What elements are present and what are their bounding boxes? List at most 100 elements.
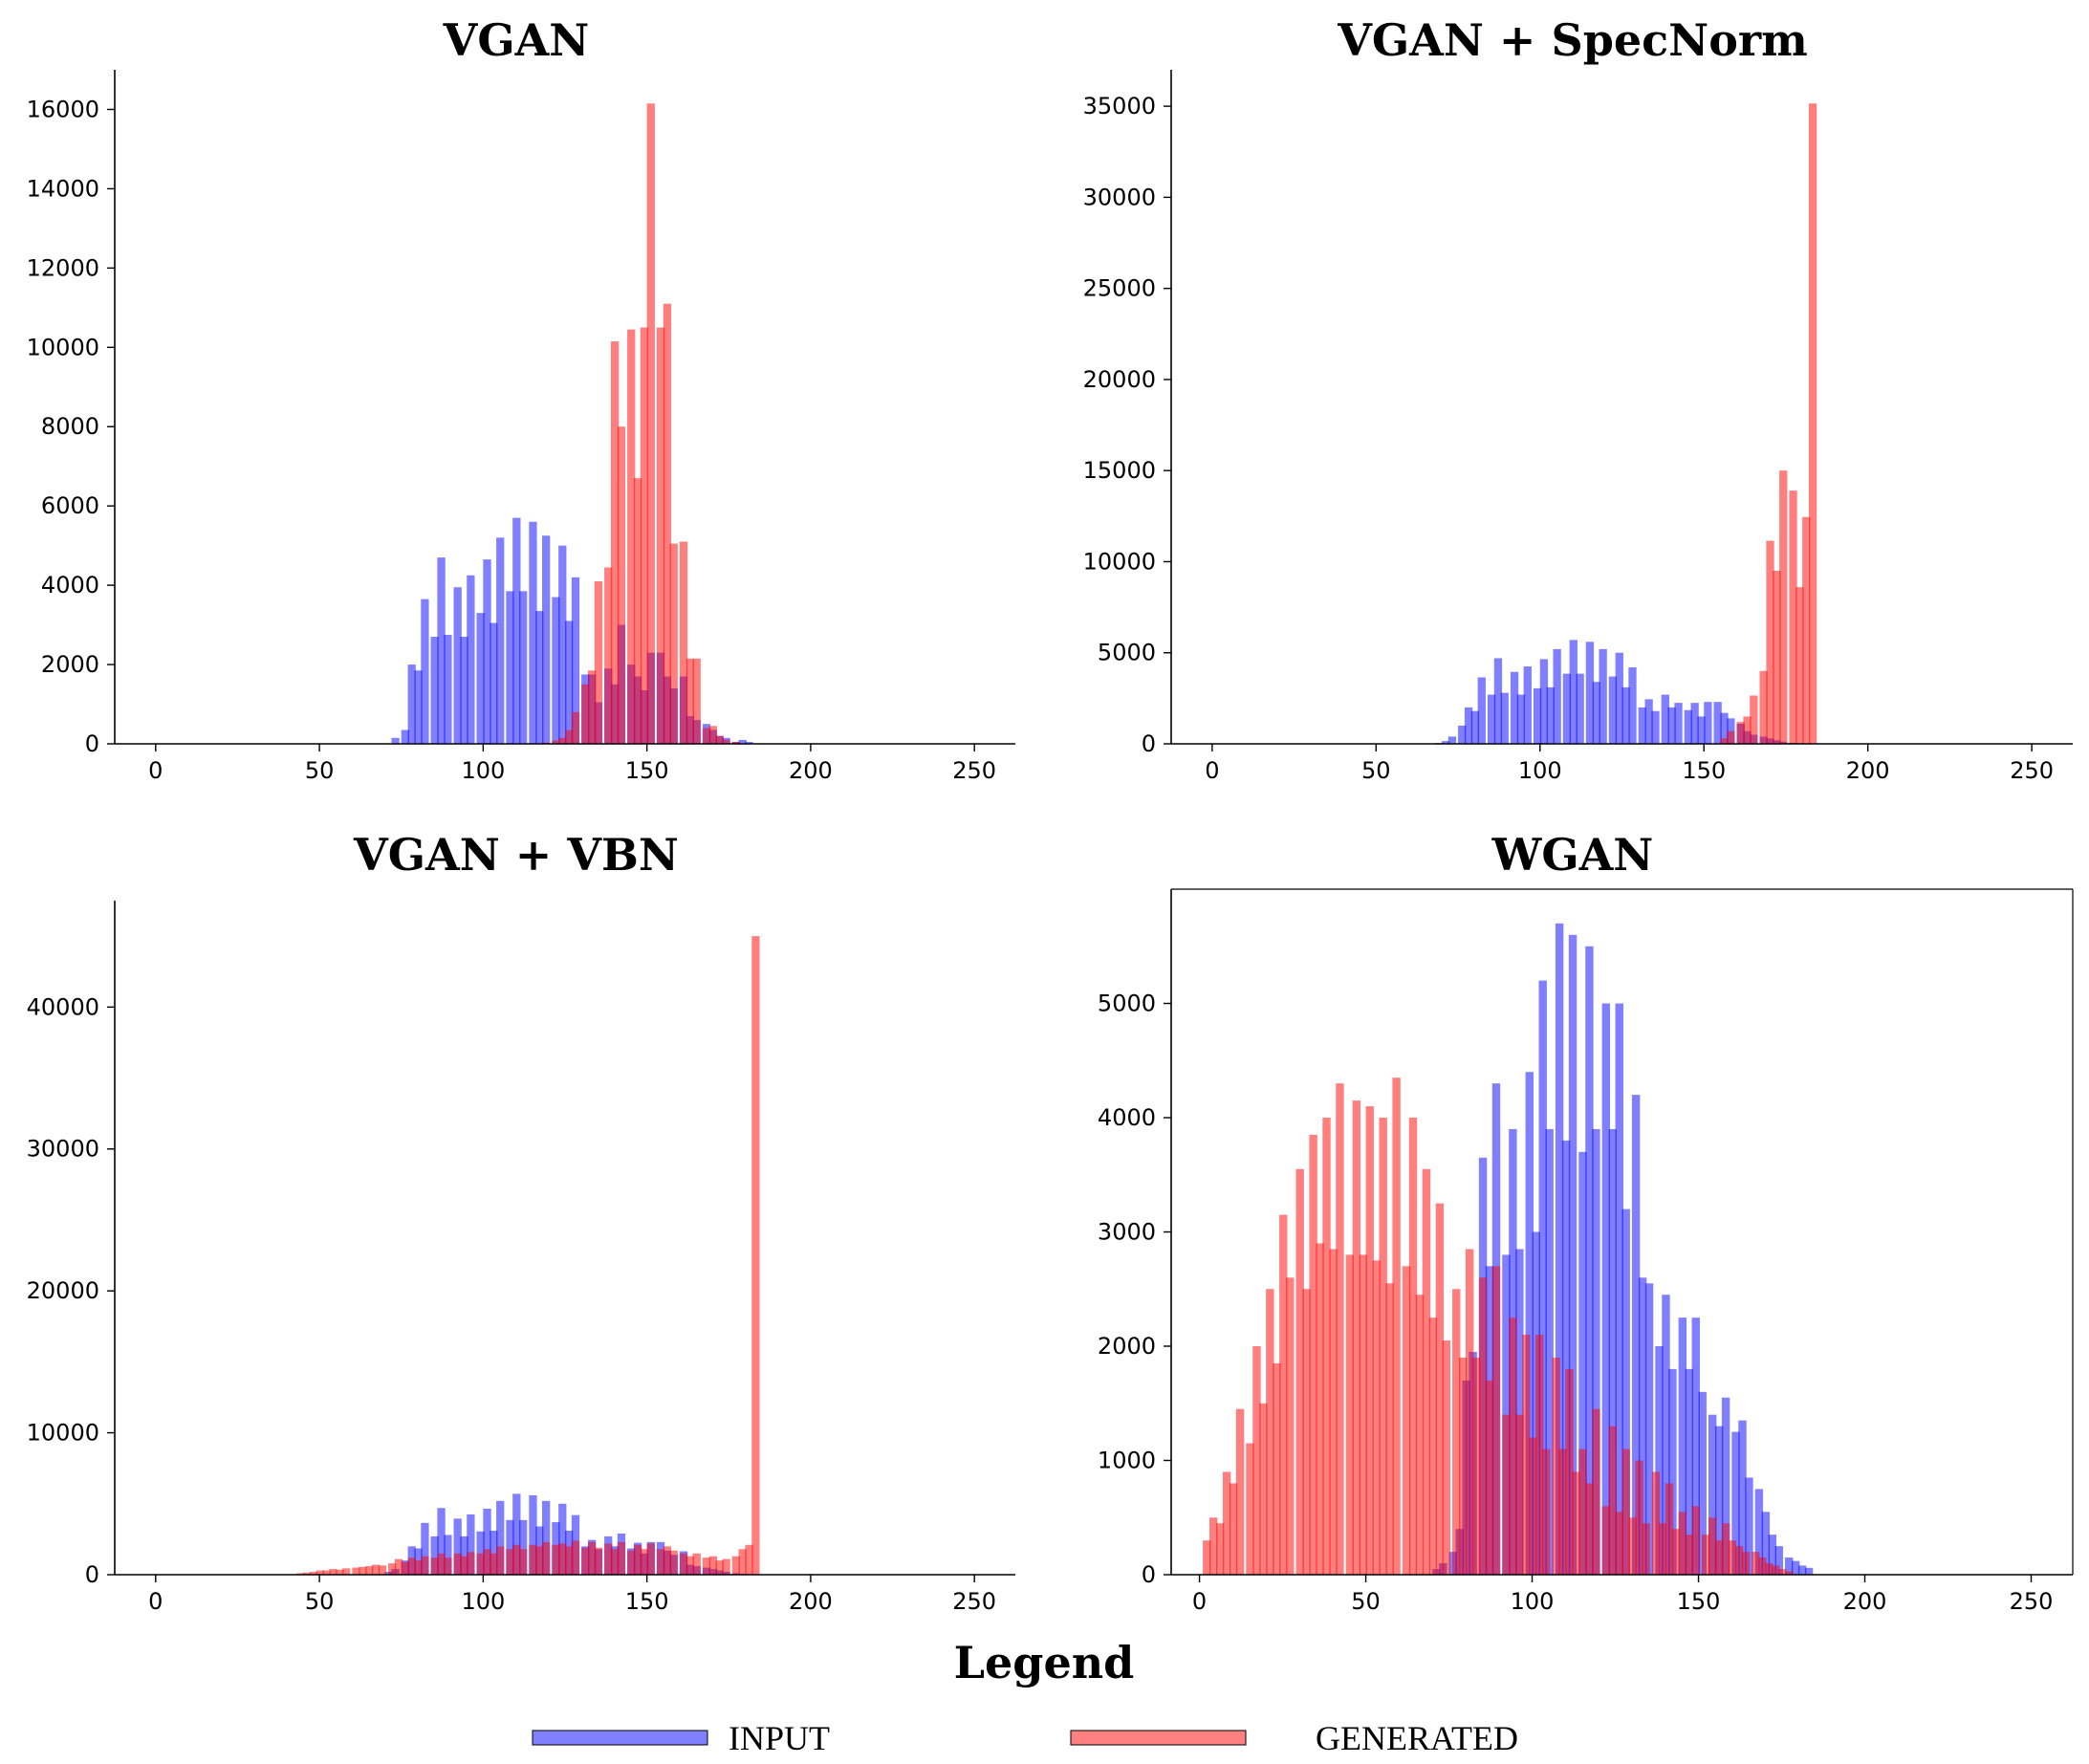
histogram-bar bbox=[1758, 1557, 1767, 1575]
histogram-bar bbox=[1471, 1357, 1481, 1575]
histogram-bar bbox=[1279, 1214, 1288, 1575]
histogram-bar bbox=[1662, 1295, 1670, 1575]
series-generated bbox=[1203, 1078, 1794, 1576]
x-tick-label: 250 bbox=[2010, 757, 2054, 784]
legend-swatch-generated bbox=[1070, 1730, 1247, 1746]
histogram-bar bbox=[1235, 1408, 1245, 1575]
histogram-bar bbox=[571, 1540, 580, 1575]
histogram-bar bbox=[1708, 1517, 1717, 1575]
histogram-bar bbox=[1458, 1357, 1468, 1575]
histogram-bar bbox=[722, 1558, 730, 1575]
histogram-bar bbox=[1359, 1254, 1367, 1575]
histogram-bar bbox=[460, 1535, 468, 1575]
x-tick-label: 150 bbox=[1682, 757, 1726, 784]
histogram-bar bbox=[1523, 666, 1532, 744]
histogram-bar bbox=[1772, 1565, 1780, 1575]
histogram-bar bbox=[1465, 1249, 1474, 1575]
histogram-bar bbox=[1766, 540, 1774, 744]
histogram-bar bbox=[1785, 1557, 1794, 1575]
y-tick-label: 4000 bbox=[41, 572, 99, 599]
histogram-bar bbox=[1601, 1003, 1611, 1575]
histogram-bar bbox=[529, 1494, 537, 1575]
histogram-bar bbox=[430, 1535, 439, 1575]
histogram-bar bbox=[1721, 1397, 1730, 1575]
histogram-bar bbox=[512, 1544, 521, 1575]
histogram-bar bbox=[506, 1519, 514, 1575]
histogram-bar bbox=[1621, 1448, 1630, 1575]
histogram-bar bbox=[1599, 648, 1607, 744]
panel-title: VGAN + SpecNorm bbox=[1337, 14, 1808, 66]
x-tick-label: 250 bbox=[952, 1588, 996, 1615]
histogram-bar bbox=[571, 711, 580, 744]
histogram-bar bbox=[1638, 1277, 1647, 1575]
histogram-bar bbox=[1442, 1340, 1450, 1575]
histogram-bar bbox=[1458, 725, 1467, 744]
histogram-bar bbox=[1655, 1346, 1664, 1575]
histogram-bar bbox=[702, 728, 711, 744]
histogram-bar bbox=[1674, 703, 1683, 744]
histogram-bar bbox=[552, 740, 560, 744]
histogram-bar bbox=[552, 597, 560, 744]
histogram-bar bbox=[1515, 1414, 1524, 1575]
legend-title: Legend bbox=[954, 1637, 1135, 1688]
histogram-bar bbox=[640, 1549, 649, 1575]
histogram-bar bbox=[1789, 490, 1797, 744]
histogram-bar bbox=[302, 1572, 312, 1575]
histogram-bar bbox=[1721, 1523, 1730, 1575]
histogram-bar bbox=[1779, 470, 1788, 744]
histogram-bar bbox=[476, 1531, 485, 1575]
histogram-bar bbox=[1365, 1106, 1374, 1575]
histogram-bar bbox=[1585, 642, 1595, 744]
histogram-bar bbox=[1678, 1512, 1687, 1575]
histogram-bar bbox=[708, 726, 717, 744]
panel-title: VGAN + VBN bbox=[353, 829, 679, 881]
histogram-bar bbox=[1246, 1443, 1254, 1575]
histogram-bar bbox=[558, 1543, 567, 1575]
histogram-bar bbox=[1529, 1437, 1537, 1575]
y-tick-label: 2000 bbox=[41, 651, 99, 678]
panel-title: VGAN bbox=[443, 14, 590, 66]
histogram-bar bbox=[1509, 1318, 1517, 1576]
histogram-bar bbox=[685, 658, 695, 744]
histogram-bar bbox=[421, 1522, 429, 1575]
histogram-bar bbox=[552, 1544, 560, 1575]
series-generated bbox=[296, 936, 760, 1575]
histogram-bar bbox=[1452, 1289, 1461, 1575]
histogram-bar bbox=[604, 1543, 613, 1575]
histogram-bar bbox=[1568, 934, 1578, 1575]
histogram-bar bbox=[627, 1550, 636, 1575]
histogram-bar bbox=[430, 637, 439, 744]
histogram-bar bbox=[1608, 1426, 1617, 1575]
histogram-bar bbox=[1628, 1517, 1637, 1575]
histogram-bar bbox=[1615, 1512, 1623, 1575]
histogram-bar bbox=[1379, 1118, 1387, 1575]
x-tick-label: 50 bbox=[305, 757, 335, 784]
y-tick-label: 10000 bbox=[27, 1420, 99, 1447]
histogram-bar bbox=[565, 621, 574, 744]
histogram-bar bbox=[512, 517, 521, 744]
histogram-bar bbox=[430, 1557, 439, 1575]
histogram-bar bbox=[1215, 1523, 1225, 1575]
y-tick-label: 1000 bbox=[1098, 1448, 1156, 1474]
x-tick-label: 150 bbox=[1677, 1588, 1721, 1615]
histogram-bar bbox=[506, 591, 514, 744]
histogram-bar bbox=[1295, 1168, 1304, 1575]
histogram-bar bbox=[467, 1552, 475, 1575]
histogram-bar bbox=[702, 1557, 711, 1575]
histogram-bar bbox=[1435, 1203, 1445, 1576]
histogram-bar bbox=[1697, 716, 1706, 744]
histogram-bar bbox=[519, 1519, 528, 1575]
histogram-bar bbox=[1266, 1289, 1274, 1575]
histogram-bar bbox=[1635, 1460, 1643, 1575]
histogram-bar bbox=[1671, 1529, 1681, 1575]
histogram-bar bbox=[1802, 516, 1811, 744]
histogram-bar bbox=[1684, 709, 1692, 744]
histogram-bar bbox=[1651, 710, 1660, 744]
histogram-bar bbox=[1759, 670, 1768, 744]
histogram-bar bbox=[1750, 695, 1758, 744]
histogram-bar bbox=[646, 1543, 655, 1575]
histogram-bar bbox=[496, 1546, 505, 1575]
histogram-bar bbox=[1691, 1506, 1700, 1575]
histogram-bar bbox=[1555, 923, 1564, 1575]
histogram-bar bbox=[309, 1572, 318, 1575]
